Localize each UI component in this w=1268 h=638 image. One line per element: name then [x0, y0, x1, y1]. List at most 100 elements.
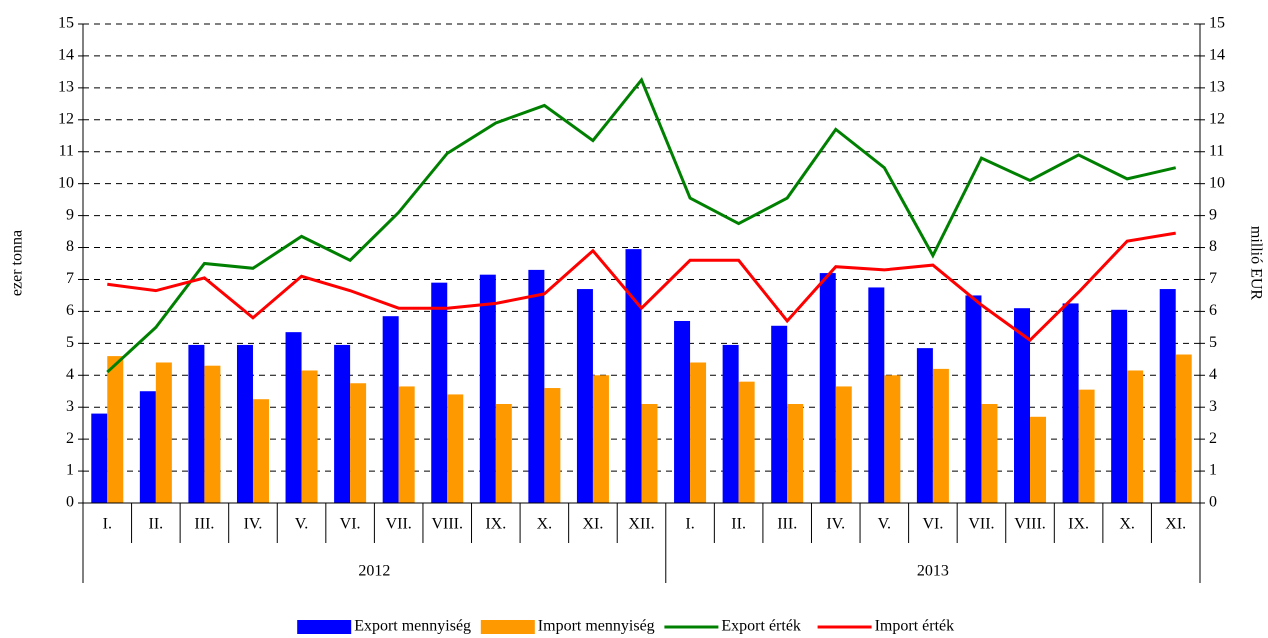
bar: [868, 287, 885, 503]
bar: [1030, 416, 1047, 503]
bar: [884, 375, 901, 503]
bar: [528, 269, 545, 503]
y2-tick-label: 4: [1209, 366, 1217, 383]
y-tick-label: 7: [66, 270, 74, 287]
bar: [787, 404, 804, 503]
line: [106, 76, 1177, 374]
y2-tick-label: 15: [1209, 15, 1225, 32]
bar: [771, 325, 788, 503]
bar: [592, 375, 609, 503]
x-tick-label: I.: [103, 516, 112, 533]
y-tick-label: 10: [58, 174, 74, 191]
legend-label: Import mennyiség: [538, 618, 655, 635]
bar: [431, 282, 448, 503]
bar: [139, 391, 156, 503]
y2-tick-label: 6: [1209, 302, 1217, 319]
x-tick-label: VIII.: [431, 516, 463, 533]
bar: [398, 386, 415, 503]
legend-label: Export mennyiség: [354, 618, 471, 635]
legend-swatch: [297, 620, 352, 634]
bar: [107, 356, 124, 503]
y2-tick-label: 10: [1209, 174, 1225, 191]
bar: [965, 295, 982, 503]
x-tick-label: XII.: [628, 516, 654, 533]
y2-tick-label: 14: [1209, 47, 1225, 64]
y2-tick-label: 3: [1209, 398, 1217, 415]
y2-tick-label: 0: [1209, 494, 1217, 511]
bar: [1159, 289, 1176, 503]
x-tick-label: VIII.: [1014, 516, 1046, 533]
y-tick-label: 0: [66, 494, 74, 511]
bar: [1111, 309, 1128, 503]
x-tick-label: V.: [295, 516, 309, 533]
legend-swatch: [480, 620, 535, 634]
x-tick-label: III.: [194, 516, 214, 533]
bar: [382, 316, 399, 503]
legend-label: Import érték: [875, 618, 955, 635]
y2-tick-label: 1: [1209, 462, 1217, 479]
bar: [641, 404, 658, 503]
x-tick-label: X.: [1119, 516, 1135, 533]
y-tick-label: 11: [59, 142, 74, 159]
y2-tick-label: 8: [1209, 238, 1217, 255]
y-tick-label: 1: [66, 462, 74, 479]
y2-tick-label: 7: [1209, 270, 1217, 287]
bar: [479, 274, 496, 503]
bar: [236, 344, 253, 503]
y2-tick-label: 9: [1209, 206, 1217, 223]
bar: [447, 394, 464, 503]
y2-tick-label: 2: [1209, 430, 1217, 447]
y-tick-label: 9: [66, 206, 74, 223]
x-group-label: 2012: [358, 563, 390, 580]
bar: [674, 320, 691, 503]
bar: [91, 413, 108, 503]
bar: [576, 289, 593, 503]
bar: [204, 365, 221, 503]
x-tick-label: IX.: [485, 516, 506, 533]
x-tick-label: V.: [878, 516, 892, 533]
x-tick-label: IV.: [826, 516, 845, 533]
bar: [835, 386, 852, 503]
y2-tick-label: 11: [1209, 142, 1224, 159]
line: [107, 231, 1176, 343]
y-axis-label: ezer tonna: [9, 230, 26, 296]
y-tick-label: 12: [58, 110, 74, 127]
legend-label: Export érték: [721, 618, 801, 635]
x-tick-label: XI.: [582, 516, 603, 533]
x-tick-label: II.: [731, 516, 746, 533]
y-tick-label: 6: [66, 302, 74, 319]
x-tick-label: VII.: [386, 516, 412, 533]
y2-tick-label: 5: [1209, 334, 1217, 351]
bar: [495, 404, 512, 503]
bar: [1127, 370, 1144, 503]
bar: [932, 368, 949, 503]
bar: [819, 273, 836, 503]
y-tick-label: 8: [66, 238, 74, 255]
bar: [252, 399, 269, 503]
x-group-label: 2013: [917, 563, 949, 580]
bar: [301, 370, 318, 503]
x-tick-label: VII.: [968, 516, 994, 533]
x-tick-label: VI.: [922, 516, 943, 533]
y-tick-label: 14: [58, 47, 74, 64]
y2-axis-label: millió EUR: [1247, 226, 1264, 301]
bar: [350, 383, 367, 503]
bar: [1014, 308, 1031, 503]
x-tick-label: I.: [685, 516, 694, 533]
bar: [625, 249, 642, 503]
bar: [722, 344, 739, 503]
bar: [916, 348, 933, 503]
y-tick-label: 2: [66, 430, 74, 447]
bar: [155, 362, 172, 503]
bar: [690, 362, 707, 503]
bar: [285, 332, 302, 503]
x-tick-label: IX.: [1068, 516, 1089, 533]
bar: [1078, 389, 1095, 503]
x-tick-label: VI.: [340, 516, 361, 533]
bar: [188, 344, 205, 503]
x-tick-label: IV.: [244, 516, 263, 533]
bar: [1175, 354, 1192, 503]
y-tick-label: 13: [58, 79, 74, 96]
x-tick-label: III.: [777, 516, 797, 533]
y2-tick-label: 13: [1209, 79, 1225, 96]
